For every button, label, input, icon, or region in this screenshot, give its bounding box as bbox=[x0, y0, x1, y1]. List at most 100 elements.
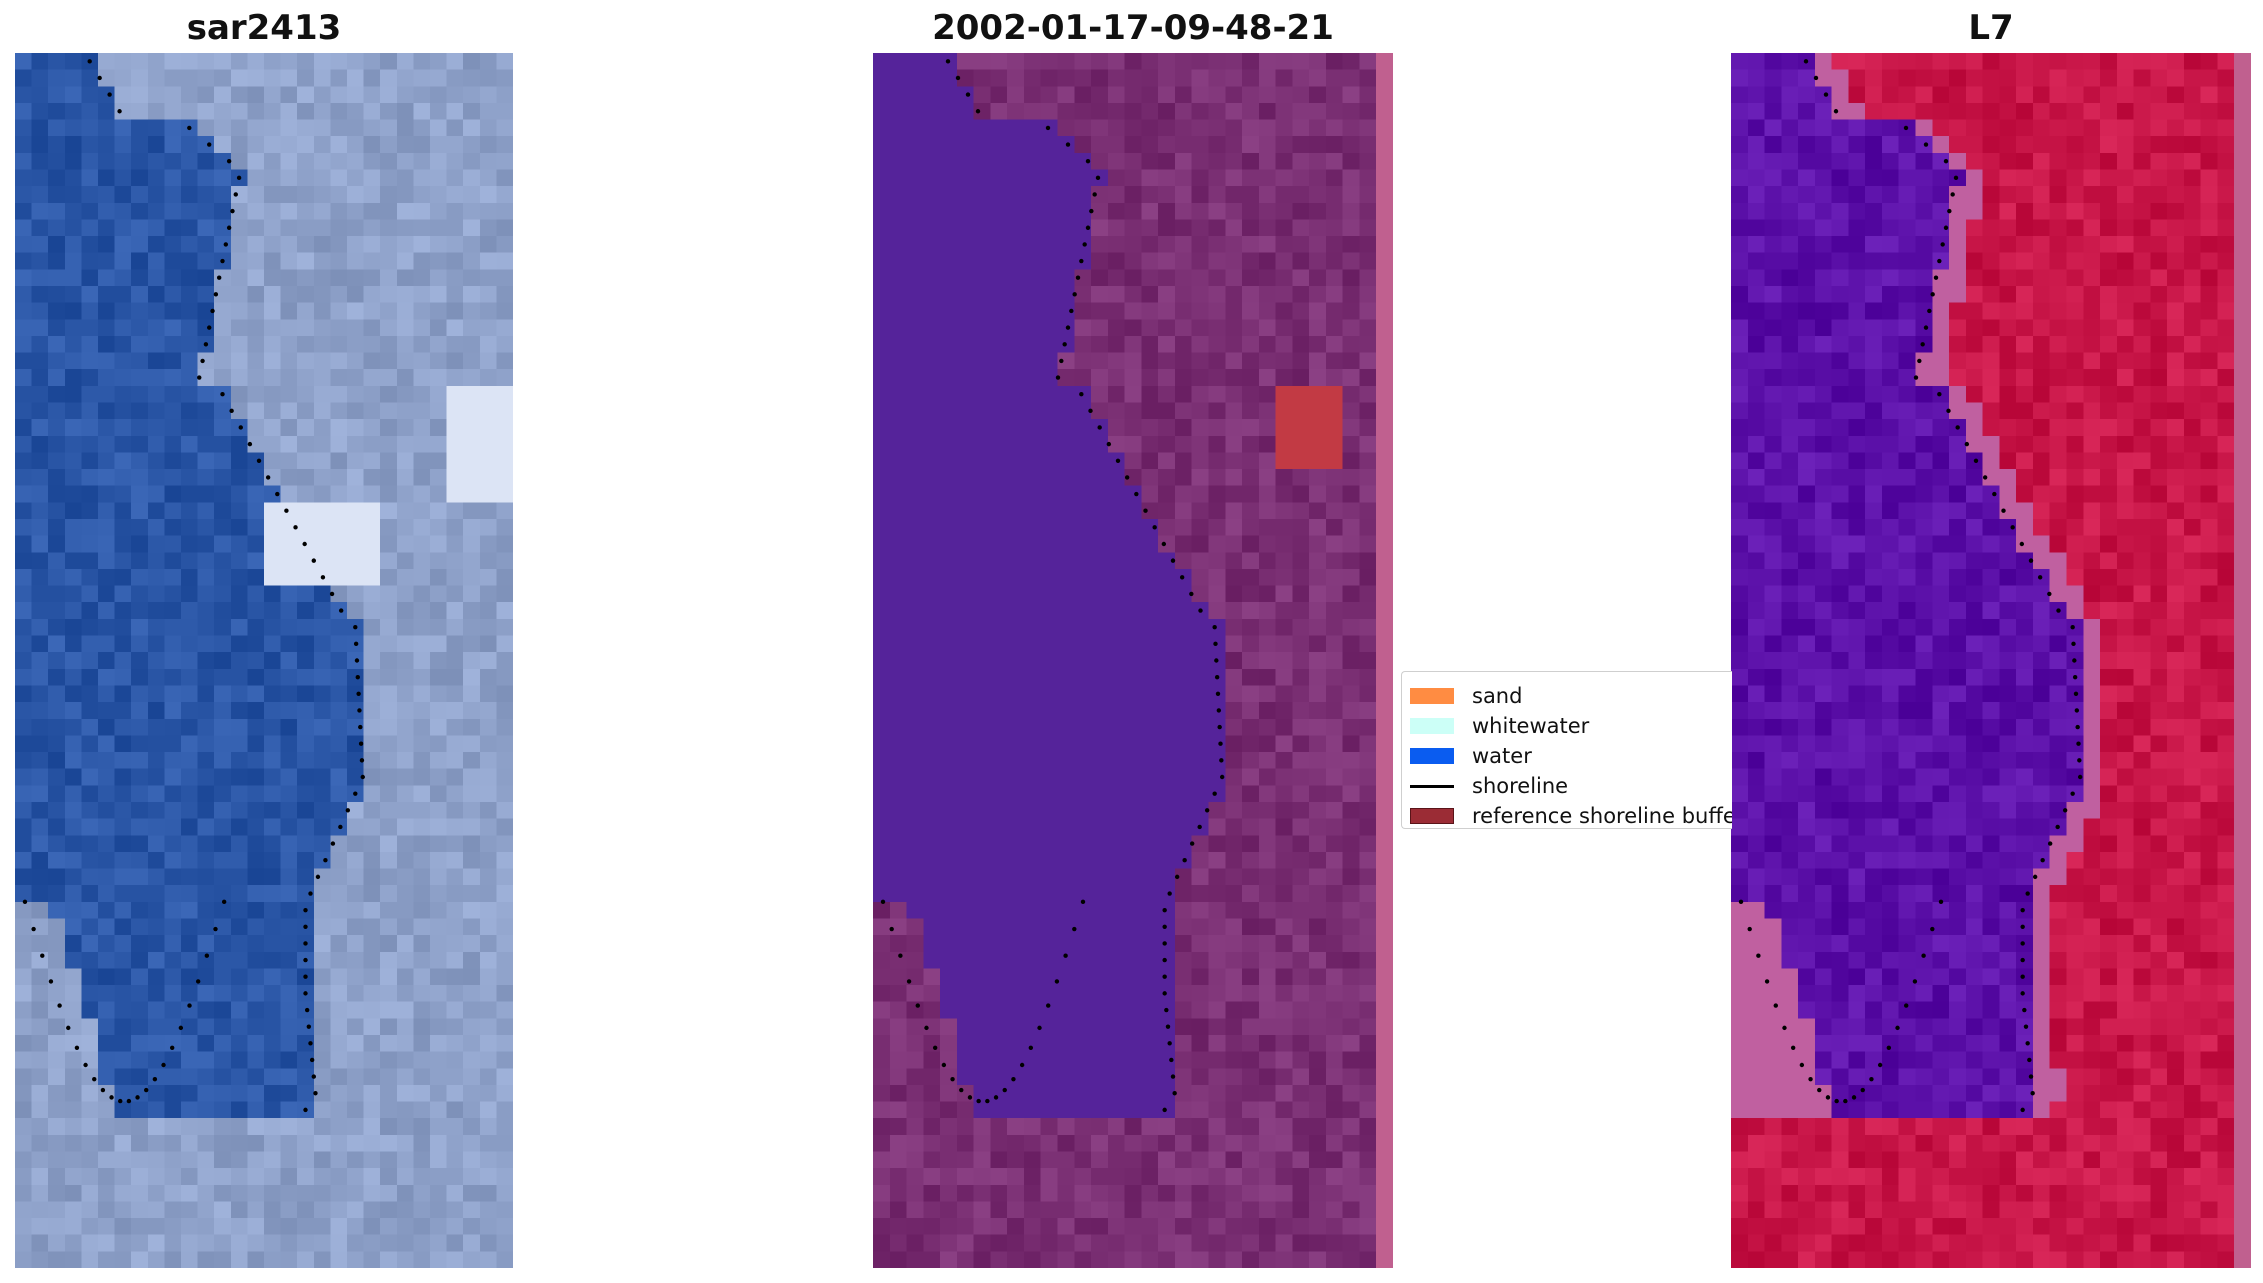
mndwi-image bbox=[1731, 53, 2251, 1268]
shoreline-point bbox=[48, 979, 54, 984]
shoreline-point bbox=[256, 458, 262, 463]
shoreline-point bbox=[1921, 953, 1926, 958]
shoreline-point bbox=[40, 953, 45, 958]
shoreline-point bbox=[976, 1098, 981, 1104]
shoreline-point bbox=[1823, 92, 1829, 97]
shoreline-point bbox=[1927, 308, 1932, 314]
shoreline-point bbox=[924, 1025, 929, 1031]
shoreline-point bbox=[898, 953, 903, 958]
shoreline-point bbox=[889, 926, 894, 932]
shoreline-point bbox=[1088, 408, 1093, 414]
shoreline-point bbox=[1169, 1057, 1174, 1063]
shoreline-point bbox=[1143, 508, 1148, 513]
shoreline-point bbox=[1218, 741, 1223, 746]
shoreline-point bbox=[1953, 175, 1959, 181]
shoreline-point bbox=[1943, 225, 1949, 230]
shoreline-point bbox=[1204, 808, 1210, 813]
shoreline-point bbox=[226, 225, 232, 230]
shoreline-point bbox=[284, 508, 289, 513]
shoreline-point bbox=[1170, 558, 1176, 563]
shoreline-point bbox=[2072, 674, 2078, 680]
shoreline-point bbox=[1813, 75, 1819, 81]
shoreline-point bbox=[359, 758, 365, 763]
shoreline-overlay bbox=[880, 59, 1225, 1113]
shoreline-point bbox=[2020, 907, 2025, 913]
shoreline-point bbox=[293, 525, 298, 530]
shoreline-point bbox=[353, 641, 359, 647]
whitewater-swatch bbox=[1410, 718, 1454, 734]
shoreline-point bbox=[220, 391, 225, 397]
shoreline-point bbox=[275, 491, 280, 497]
shoreline-point bbox=[1217, 724, 1222, 730]
shoreline-point bbox=[950, 1076, 955, 1082]
reference-buffer-swatch bbox=[1410, 808, 1454, 824]
shoreline-point bbox=[2020, 924, 2025, 930]
classified-raster bbox=[873, 53, 1393, 1268]
shoreline-point bbox=[2071, 641, 2076, 647]
shoreline-point bbox=[74, 1045, 80, 1051]
shoreline-point bbox=[238, 425, 243, 430]
shoreline-point bbox=[1065, 325, 1071, 330]
shoreline-point bbox=[200, 358, 205, 364]
legend-item-water: water bbox=[1410, 742, 1532, 770]
shoreline-point bbox=[1764, 979, 1770, 984]
mndwi-raster bbox=[1731, 53, 2251, 1268]
shoreline-point bbox=[302, 541, 307, 547]
legend-label: reference shoreline buffer bbox=[1472, 804, 1732, 828]
shoreline-point bbox=[178, 1025, 184, 1031]
shoreline-point bbox=[2070, 625, 2075, 630]
shoreline-point bbox=[955, 75, 961, 81]
shoreline-point bbox=[221, 899, 227, 905]
shoreline-point bbox=[1075, 275, 1081, 280]
shoreline-point bbox=[1912, 979, 1918, 984]
shoreline-point bbox=[2032, 874, 2038, 880]
shoreline-point bbox=[360, 774, 365, 780]
shoreline-point bbox=[1089, 208, 1094, 214]
shoreline-point bbox=[230, 208, 235, 214]
shoreline-point bbox=[117, 109, 122, 114]
shoreline-point bbox=[303, 957, 308, 963]
shoreline-point bbox=[1095, 175, 1101, 181]
shoreline-point bbox=[356, 691, 361, 696]
shoreline-point bbox=[1079, 391, 1084, 397]
shoreline-point bbox=[1161, 541, 1167, 547]
shoreline-point bbox=[2020, 974, 2025, 979]
shoreline-point bbox=[303, 941, 308, 946]
shoreline-point bbox=[109, 1095, 114, 1100]
shoreline-point bbox=[2047, 841, 2053, 846]
shoreline-point bbox=[915, 1003, 920, 1008]
shoreline-point bbox=[985, 1098, 990, 1104]
shoreline-point bbox=[1917, 358, 1922, 364]
shoreline-point bbox=[1085, 158, 1091, 164]
shoreline-point bbox=[1937, 258, 1942, 264]
shoreline-point bbox=[1930, 926, 1935, 932]
shoreline-point bbox=[1080, 899, 1086, 905]
shoreline-point bbox=[161, 1062, 166, 1068]
legend-item-whitewater: whitewater bbox=[1410, 712, 1589, 740]
shoreline-point bbox=[197, 375, 202, 380]
shoreline-point bbox=[1011, 1076, 1016, 1082]
shoreline-point bbox=[1946, 408, 1951, 414]
shoreline-point bbox=[1055, 375, 1061, 380]
shoreline-point bbox=[1212, 625, 1217, 630]
legend-item-reference-buffer: reference shoreline buffer bbox=[1410, 802, 1732, 828]
shoreline-point bbox=[1920, 342, 1925, 347]
classified-image bbox=[873, 53, 1393, 1268]
shoreline-point bbox=[210, 308, 215, 314]
shoreline-point bbox=[308, 891, 313, 896]
shoreline-point bbox=[2020, 1107, 2025, 1113]
shoreline-point bbox=[975, 109, 981, 114]
shoreline-point bbox=[1808, 1076, 1813, 1082]
shoreline-point bbox=[1869, 1076, 1874, 1082]
shoreline-point bbox=[1072, 926, 1077, 932]
shoreline-point bbox=[57, 1003, 62, 1008]
shoreline-point bbox=[1162, 907, 1167, 913]
shoreline-point bbox=[906, 979, 912, 984]
shoreline-point bbox=[1152, 525, 1157, 530]
shoreline-point bbox=[1212, 791, 1217, 796]
shoreline-point bbox=[187, 125, 192, 131]
shoreline-point bbox=[2037, 575, 2043, 580]
shoreline-point bbox=[1046, 1003, 1051, 1008]
rgb-satellite-image bbox=[15, 53, 513, 1268]
shoreline-point bbox=[207, 142, 212, 147]
